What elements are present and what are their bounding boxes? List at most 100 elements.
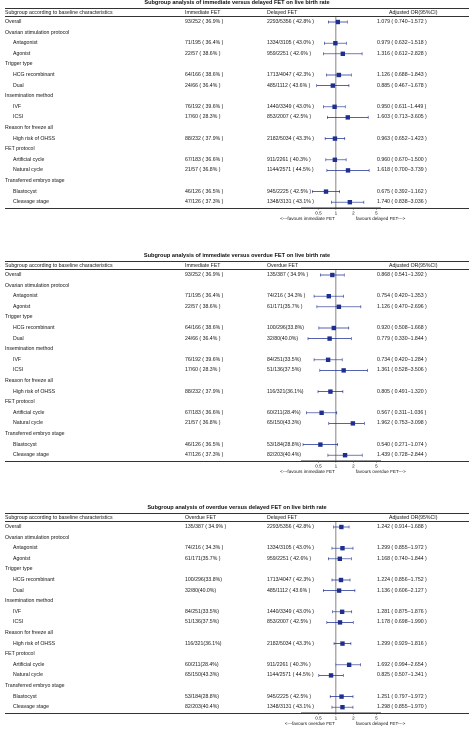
- favours-right-label: favours overdue FET--->: [356, 469, 406, 474]
- section-header: FET protocol: [5, 399, 35, 406]
- x-tick-label: 2: [352, 210, 355, 215]
- row-label: Cleavage stage: [13, 452, 50, 459]
- row-label: Artificial cycle: [13, 409, 45, 416]
- row-label: High risk of OHSS: [13, 388, 56, 395]
- row-group-a-value: 93/252 ( 36.9% ): [185, 272, 224, 278]
- row-group-b-value: 1348/3131 ( 43.1% ): [267, 199, 315, 206]
- row-label: Agonist: [13, 303, 31, 310]
- point-estimate: [340, 51, 346, 56]
- row-label: ICSI: [13, 619, 24, 626]
- row-group-a-value: 82/203(40.4%): [185, 704, 220, 711]
- header-subgroup: Subgroup according to baseline character…: [5, 262, 113, 269]
- point-estimate: [336, 72, 342, 78]
- row-group-a-value: 47/126 ( 37.3% ): [185, 452, 224, 459]
- row-adjusted-or: 1.251 ( 0.797−1.972 ): [377, 693, 427, 700]
- row-label: Agonist: [13, 555, 31, 562]
- row-label: HCG recombinant: [13, 577, 55, 583]
- row-label: Overall: [5, 272, 22, 278]
- row-label: IVF: [13, 356, 22, 363]
- row-adjusted-or: 1.178 ( 0.698−1.990 ): [377, 619, 427, 626]
- row-adjusted-or: 1.298 ( 0.855−1.970 ): [377, 704, 427, 711]
- point-estimate: [327, 336, 332, 341]
- row-adjusted-or: 0.825 ( 0.507−1.341 ): [377, 672, 427, 679]
- row-label: Blastocyst: [13, 693, 37, 700]
- row-group-a-value: 71/195 ( 36.4% ): [185, 40, 224, 47]
- row-label: Overall: [5, 524, 22, 530]
- panel-title: Subgroup analysis of immediate versus de…: [144, 0, 330, 6]
- row-label: Antagonist: [13, 293, 38, 300]
- row-label: High risk of OHSS: [13, 640, 56, 647]
- row-label: Artificial cycle: [13, 156, 45, 163]
- section-header: Trigger type: [5, 566, 33, 573]
- point-estimate: [328, 389, 333, 394]
- row-label: Dual: [13, 335, 24, 342]
- row-group-b-value: 116/321(36.1%): [267, 388, 304, 395]
- row-group-a-value: 76/192 ( 39.6% ): [185, 103, 224, 110]
- header-bottom-rule: [5, 521, 469, 522]
- row-label: Artificial cycle: [13, 661, 45, 668]
- row-group-b-value: 1440/3349 ( 43.0% ): [267, 608, 315, 615]
- row-adjusted-or: 1.224 ( 0.856−1.752 ): [377, 577, 427, 583]
- row-group-a-value: 17/60 ( 28.3% ): [185, 114, 221, 121]
- section-header: Insemination method: [5, 93, 54, 100]
- row-adjusted-or: 1.299 ( 0.855−1.972 ): [377, 545, 427, 552]
- forest-plot-area: 0.5 1 2 5 <---favours overdue FET favours del…: [285, 522, 406, 726]
- row-label: Overall: [5, 19, 22, 25]
- row-group-a-value: 116/321(36.1%): [185, 640, 222, 647]
- row-adjusted-or: 1.079 ( 0.740−1.572 ): [377, 19, 427, 25]
- row-adjusted-or: 1.126 ( 0.688−1.843 ): [377, 72, 427, 78]
- row-group-b-value: 53/184(28.8%): [267, 441, 302, 448]
- row-label: Dual: [13, 587, 24, 594]
- header-group-a: Immediate FET: [185, 9, 221, 16]
- row-group-a-value: 24/66 ( 36.4% ): [185, 82, 221, 89]
- row-label: Dual: [13, 82, 24, 89]
- row-group-b-value: 1348/3131 ( 43.1% ): [267, 704, 315, 711]
- row-adjusted-or: 0.734 ( 0.420−1.284 ): [377, 356, 427, 363]
- row-group-a-value: 61/171(35.7% ): [185, 555, 221, 562]
- point-estimate: [339, 694, 344, 699]
- point-estimate: [330, 83, 336, 88]
- favours-left-label: <---favours overdue FET: [285, 721, 335, 726]
- row-label: ICSI: [13, 367, 24, 374]
- header-subgroup: Subgroup according to baseline character…: [5, 9, 113, 16]
- header-group-b: Overdue FET: [267, 262, 299, 269]
- header-adjusted-or: Adjusted OR(95%CI): [389, 262, 438, 269]
- header-subgroup: Subgroup according to baseline character…: [5, 514, 113, 521]
- row-group-b-value: 1144/2571 ( 44.5% ): [267, 167, 314, 174]
- point-estimate: [336, 304, 342, 309]
- row-group-a-value: 135/387 ( 34.9% ): [185, 524, 227, 530]
- row-group-b-value: 485/1112 ( 43.6% ): [267, 587, 311, 594]
- row-adjusted-or: 1.316 ( 0.612−2.828 ): [377, 50, 427, 57]
- row-group-a-value: 32/80(40.0%): [185, 587, 217, 594]
- row-adjusted-or: 1.299 ( 0.929−1.816 ): [377, 640, 427, 647]
- row-group-b-value: 485/1112 ( 43.6% ): [267, 82, 311, 89]
- header-group-a: Overdue FET: [185, 514, 217, 521]
- section-header: Transferred embryo stage: [5, 431, 65, 437]
- row-group-b-value: 1334/3105 ( 43.0% ): [267, 40, 315, 47]
- row-group-b-value: 959/2251 ( 42.6% ): [267, 50, 312, 57]
- row-group-a-value: 93/252 ( 36.9% ): [185, 19, 224, 25]
- row-label: Agonist: [13, 50, 31, 57]
- row-adjusted-or: 0.920 ( 0.508−1.668 ): [377, 325, 427, 331]
- section-header: Transferred embryo stage: [5, 178, 65, 184]
- row-group-a-value: 71/195 ( 36.4% ): [185, 293, 224, 300]
- row-label: Natural cycle: [13, 672, 43, 679]
- row-adjusted-or: 0.567 ( 0.311−1.036 ): [377, 409, 427, 416]
- row-adjusted-or: 1.618 ( 0.700−3.739 ): [377, 167, 427, 174]
- row-group-a-value: 17/60 ( 28.3% ): [185, 367, 221, 374]
- x-tick-label: 5: [375, 715, 378, 720]
- row-group-a-value: 88/232 ( 37.9% ): [185, 388, 224, 395]
- section-header: Ovarian stimulation protocol: [5, 534, 70, 541]
- forest-plot-area: 0.5 1 2 5 <---favours immediate FET favours d…: [280, 17, 406, 221]
- row-group-b-value: 61/171(35.7% ): [267, 303, 303, 310]
- header-group-a: Immediate FET: [185, 262, 221, 269]
- header-group-b: Delayed FET: [267, 9, 298, 16]
- row-adjusted-or: 1.740 ( 0.838−3.036 ): [377, 199, 427, 206]
- row-group-a-value: 46/126 ( 36.5% ): [185, 441, 224, 448]
- row-label: HCG recombinant: [13, 72, 55, 78]
- section-header: Ovarian stimulation protocol: [5, 282, 70, 289]
- forest-panel-2: Subgroup analysis of immediate versus ov…: [5, 253, 469, 503]
- point-estimate: [350, 421, 356, 426]
- row-group-a-value: 88/232 ( 37.9% ): [185, 135, 224, 142]
- forest-panel-1: Subgroup analysis of immediate versus de…: [5, 0, 469, 250]
